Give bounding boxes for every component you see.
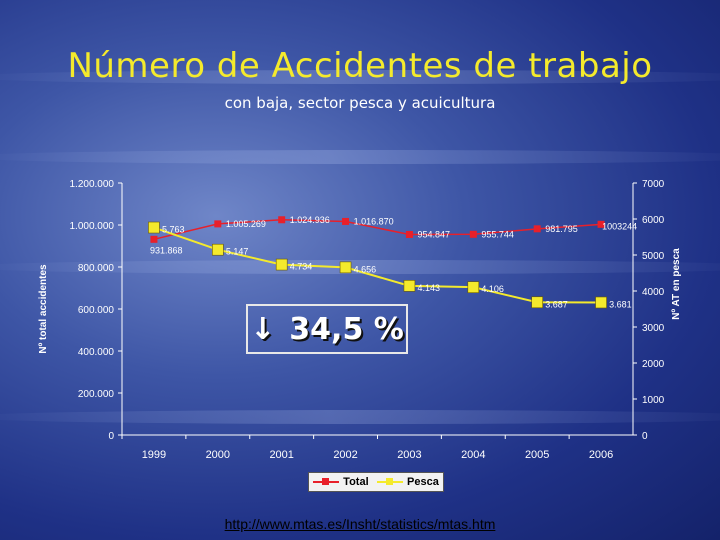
legend-total-label: Total — [343, 476, 369, 488]
total-data-label: 981.795 — [545, 224, 578, 234]
chart-legend: Total Pesca — [308, 472, 444, 492]
right-tick-label: 5000 — [642, 251, 665, 262]
down-arrow-icon: ↓ — [250, 311, 276, 347]
total-point — [469, 230, 477, 238]
pesca-data-label: 4.143 — [417, 283, 440, 293]
total-data-label: 1.005.269 — [226, 219, 266, 229]
pesca-point — [212, 243, 224, 256]
right-tick-label: 4000 — [642, 287, 665, 298]
total-point — [342, 217, 350, 225]
total-point — [278, 216, 286, 224]
pesca-data-label: 4.106 — [481, 284, 504, 294]
pesca-data-label: 3.687 — [545, 299, 568, 309]
left-tick-label: 600.000 — [78, 305, 115, 316]
pesca-data-label: 5.147 — [226, 247, 249, 257]
right-tick-label: 2000 — [642, 359, 665, 370]
right-tick-label: 6000 — [642, 215, 665, 226]
pesca-data-label: 4.656 — [354, 264, 377, 274]
right-tick-label: 7000 — [642, 179, 665, 190]
right-tick-label: 1000 — [642, 395, 665, 406]
pesca-point — [467, 281, 480, 293]
pesca-point — [595, 296, 607, 309]
pesca-data-label: 5.763 — [162, 225, 185, 235]
reduction-callout: ↓ 34,5 % — [246, 304, 408, 354]
pesca-point — [339, 261, 352, 274]
total-data-label: 955.744 — [481, 229, 514, 239]
right-tick-label: 3000 — [642, 323, 665, 334]
pesca-point — [275, 258, 288, 271]
x-tick-label: 1999 — [142, 449, 166, 461]
legend-item-total: Total — [313, 476, 369, 488]
x-tick-label: 2005 — [525, 449, 549, 461]
slide-title: Número de Accidentes de trabajo — [67, 46, 653, 86]
slide-subtitle: con baja, sector pesca y acuicultura — [224, 94, 496, 112]
total-point — [597, 220, 605, 228]
x-tick-label: 2000 — [206, 449, 230, 461]
total-data-label: 954.847 — [417, 229, 450, 239]
pesca-point — [403, 280, 416, 292]
left-tick-label: 200.000 — [78, 389, 115, 400]
x-tick-label: 2004 — [461, 449, 485, 461]
left-tick-label: 1.000.000 — [70, 221, 115, 232]
left-axis-title: Nº total accidentes — [38, 264, 49, 354]
legend-pesca-swatch — [377, 478, 403, 485]
legend-total-swatch — [313, 478, 340, 485]
x-tick-label: 2001 — [269, 449, 293, 461]
left-tick-label: 800.000 — [78, 263, 115, 274]
left-tick-label: 0 — [108, 431, 114, 442]
left-tick-label: 1.200.000 — [70, 179, 115, 190]
total-point — [150, 235, 158, 243]
pesca-point — [148, 221, 160, 234]
pesca-point — [531, 296, 543, 309]
total-data-label: 1.024.936 — [290, 215, 330, 225]
x-tick-label: 2003 — [397, 449, 421, 461]
x-tick-label: 2006 — [589, 449, 613, 461]
total-data-label: 931.868 — [150, 245, 183, 255]
pesca-series-line — [153, 226, 602, 304]
total-series-line — [153, 219, 602, 241]
total-data-label: 1003244 — [602, 221, 637, 231]
left-tick-label: 400.000 — [78, 347, 115, 358]
x-tick-label: 2002 — [333, 449, 357, 461]
total-point — [214, 220, 222, 228]
reduction-value: 34,5 % — [289, 311, 404, 347]
total-point — [533, 225, 541, 233]
legend-pesca-label: Pesca — [407, 476, 439, 488]
legend-item-pesca: Pesca — [377, 476, 439, 488]
source-link[interactable]: http://www.mtas.es/Insht/statistics/mtas… — [224, 516, 496, 532]
right-tick-label: 0 — [642, 431, 648, 442]
total-data-label: 1.016.870 — [354, 216, 394, 226]
total-point — [405, 230, 413, 238]
pesca-data-label: 4.734 — [290, 262, 313, 272]
pesca-data-label: 3.681 — [609, 299, 632, 309]
right-axis-title: Nº AT en pesca — [671, 248, 682, 320]
